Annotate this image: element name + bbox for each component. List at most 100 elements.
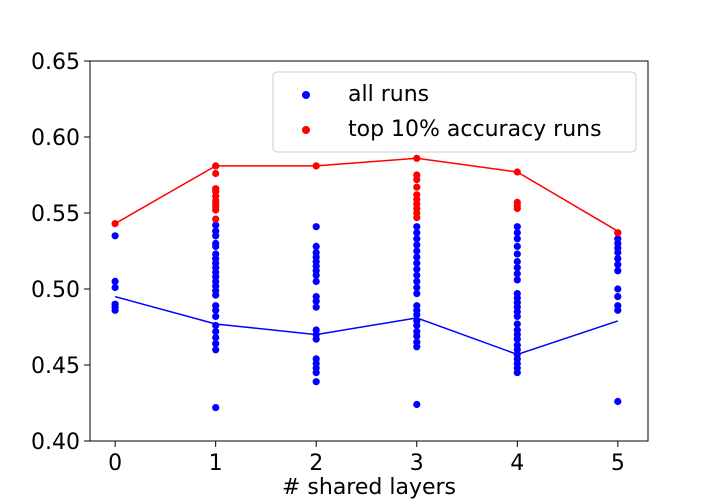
point-all-runs <box>614 261 622 269</box>
point-all-runs <box>513 235 521 243</box>
y-tick-label: 0.50 <box>31 278 80 303</box>
y-tick-label: 0.60 <box>31 126 80 151</box>
point-all-runs <box>614 397 622 406</box>
legend: all runs top 10% accuracy runs <box>272 71 637 153</box>
point-all-runs <box>513 276 521 284</box>
point-all-runs <box>212 404 220 412</box>
point-top-runs <box>413 214 421 222</box>
y-tick-label: 0.55 <box>31 202 80 227</box>
point-all-runs <box>513 320 521 328</box>
point-all-runs <box>413 332 421 340</box>
point-all-runs <box>212 242 220 250</box>
point-all-runs <box>212 321 220 330</box>
x-tick-label: 0 <box>108 451 122 476</box>
y-tick-label: 0.65 <box>31 50 80 75</box>
x-tick-label: 1 <box>209 451 223 476</box>
point-top-runs <box>312 162 320 170</box>
point-all-runs <box>413 253 421 261</box>
point-all-runs <box>513 270 521 278</box>
point-top-runs <box>212 215 220 223</box>
point-all-runs <box>413 283 421 292</box>
point-all-runs <box>312 378 320 386</box>
mean-line-all-runs <box>114 295 619 356</box>
point-all-runs <box>614 293 622 301</box>
point-all-runs <box>513 223 521 231</box>
point-all-runs <box>513 369 521 377</box>
point-all-runs <box>614 306 622 314</box>
point-all-runs <box>614 248 622 257</box>
point-all-runs <box>212 232 220 240</box>
point-all-runs <box>312 303 320 311</box>
point-all-runs <box>413 311 421 319</box>
point-all-runs <box>312 271 320 279</box>
point-all-runs <box>312 335 320 343</box>
point-all-runs <box>614 255 622 263</box>
point-all-runs <box>212 291 220 299</box>
plot-area <box>111 154 622 412</box>
point-all-runs <box>312 297 320 305</box>
point-all-runs <box>212 221 220 229</box>
point-all-runs <box>413 235 421 243</box>
legend-marker-all-runs <box>302 91 310 99</box>
point-all-runs <box>312 223 320 231</box>
point-all-runs <box>413 247 421 255</box>
axes: 0 1 2 3 4 5 0.40 0.45 0.50 0.55 0.60 0.65 <box>31 50 625 476</box>
point-all-runs <box>513 250 521 258</box>
point-top-runs <box>413 154 421 162</box>
point-all-runs <box>413 290 421 298</box>
point-all-runs <box>513 258 521 266</box>
point-all-runs <box>413 277 421 285</box>
point-all-runs <box>413 400 421 409</box>
point-all-runs <box>111 232 119 240</box>
point-all-runs <box>212 312 220 320</box>
point-all-runs <box>413 229 421 237</box>
point-all-runs <box>212 346 220 354</box>
legend-box <box>272 71 637 153</box>
y-tick-label: 0.40 <box>31 430 80 455</box>
point-all-runs <box>513 264 521 272</box>
point-all-runs <box>212 328 220 336</box>
point-all-runs <box>111 283 119 292</box>
point-top-runs <box>513 204 521 212</box>
point-all-runs <box>413 259 421 267</box>
point-all-runs <box>312 369 320 377</box>
legend-label-all-runs: all runs <box>348 82 429 107</box>
point-all-runs <box>614 285 622 293</box>
x-tick-label: 5 <box>611 451 625 476</box>
point-all-runs <box>513 242 521 250</box>
plot-frame <box>89 60 649 442</box>
point-all-runs <box>111 277 119 285</box>
x-tick-label: 4 <box>510 451 524 476</box>
point-all-runs <box>513 312 521 320</box>
point-top-runs <box>413 183 421 191</box>
point-all-runs <box>413 343 421 351</box>
x-tick-label: 2 <box>309 451 323 476</box>
point-all-runs <box>312 277 320 285</box>
x-axis-label: # shared layers <box>282 475 456 500</box>
point-all-runs <box>212 306 220 314</box>
point-all-runs <box>212 334 220 342</box>
point-top-runs <box>212 169 220 178</box>
point-all-runs <box>513 229 521 237</box>
point-top-runs <box>513 168 521 176</box>
point-all-runs <box>413 271 421 279</box>
point-all-runs <box>212 340 220 348</box>
point-all-runs <box>312 242 320 250</box>
point-top-runs <box>413 176 421 184</box>
legend-label-top-runs: top 10% accuracy runs <box>348 117 602 142</box>
y-tick-label: 0.45 <box>31 354 80 379</box>
legend-marker-top-runs <box>302 126 310 134</box>
x-tick-label: 3 <box>410 451 424 476</box>
point-top-runs <box>111 220 119 228</box>
mean-line-top-runs <box>114 157 619 232</box>
point-all-runs <box>413 265 421 273</box>
point-all-runs <box>614 267 622 275</box>
point-top-runs <box>212 162 220 170</box>
point-all-runs <box>513 335 521 343</box>
point-all-runs <box>413 321 421 330</box>
point-all-runs <box>413 223 421 231</box>
point-all-runs <box>111 306 119 314</box>
point-top-runs <box>212 206 220 214</box>
point-top-runs <box>614 229 622 237</box>
